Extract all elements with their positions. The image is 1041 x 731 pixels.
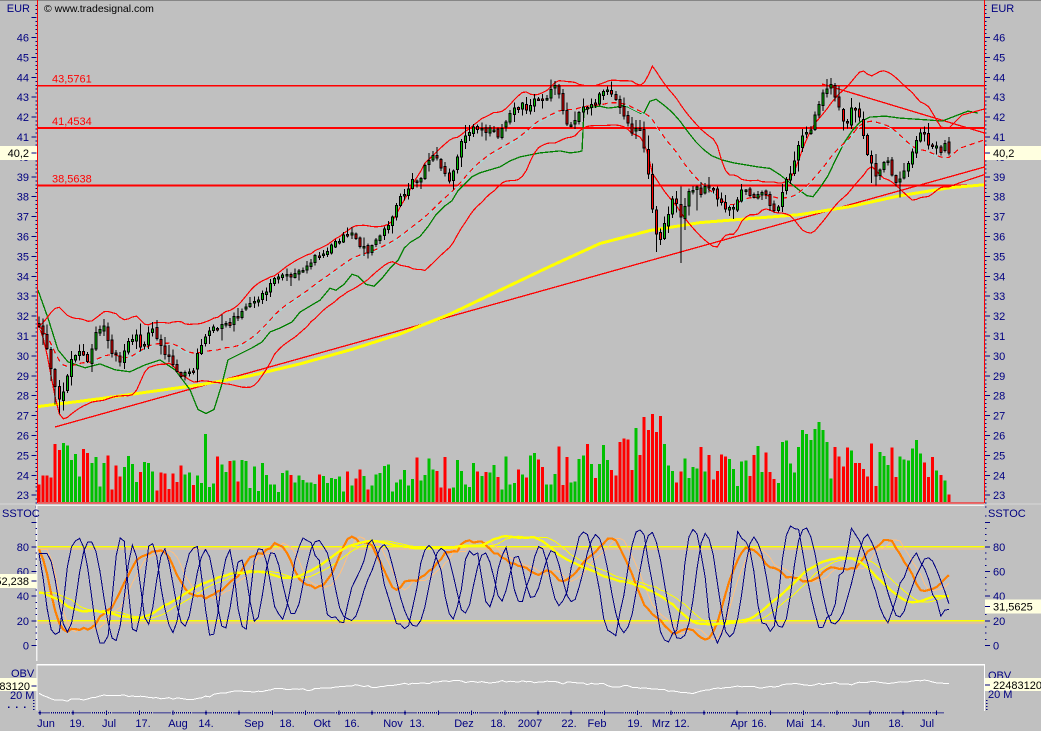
- svg-text:38,5638: 38,5638: [52, 174, 92, 186]
- svg-text:16.: 16.: [344, 718, 359, 730]
- svg-text:19.: 19.: [627, 718, 642, 730]
- svg-text:44: 44: [993, 72, 1005, 84]
- svg-text:29: 29: [993, 371, 1005, 383]
- svg-text:41,4534: 41,4534: [52, 116, 92, 128]
- svg-text:41: 41: [993, 132, 1005, 144]
- svg-text:30: 30: [993, 351, 1005, 363]
- svg-text:-22483120: -22483120: [0, 681, 30, 693]
- svg-text:46: 46: [17, 33, 29, 45]
- svg-text:43: 43: [993, 92, 1005, 104]
- svg-text:26: 26: [17, 431, 29, 443]
- svg-text:43,5761: 43,5761: [52, 74, 92, 86]
- svg-text:39: 39: [17, 172, 29, 184]
- svg-text:33: 33: [17, 291, 29, 303]
- svg-text:42: 42: [17, 112, 29, 124]
- svg-text:26: 26: [993, 431, 1005, 443]
- svg-text:Dez: Dez: [454, 718, 474, 730]
- svg-text:Jun: Jun: [37, 718, 55, 730]
- svg-text:Okt: Okt: [313, 718, 330, 730]
- svg-text:SSTOC: SSTOC: [2, 508, 40, 520]
- svg-text:80: 80: [17, 542, 29, 554]
- svg-text:22483120: 22483120: [993, 680, 1041, 692]
- svg-text:18.: 18.: [279, 718, 294, 730]
- svg-text:28: 28: [993, 391, 1005, 403]
- svg-text:34: 34: [993, 271, 1005, 283]
- svg-text:40: 40: [17, 591, 29, 603]
- svg-text:Jun: Jun: [852, 718, 870, 730]
- svg-text:EUR: EUR: [991, 3, 1014, 15]
- svg-text:40,2: 40,2: [8, 148, 29, 160]
- svg-text:12.: 12.: [674, 718, 689, 730]
- svg-text:31,5625: 31,5625: [993, 602, 1033, 614]
- svg-text:38: 38: [17, 192, 29, 204]
- svg-text:Apr: Apr: [730, 718, 747, 730]
- svg-text:36: 36: [17, 232, 29, 244]
- svg-text:45: 45: [17, 52, 29, 64]
- svg-text:Jul: Jul: [920, 718, 934, 730]
- svg-text:40,2: 40,2: [993, 148, 1014, 160]
- svg-text:18.: 18.: [490, 718, 505, 730]
- svg-text:80: 80: [993, 542, 1005, 554]
- svg-text:Aug: Aug: [168, 718, 188, 730]
- svg-text:29: 29: [17, 371, 29, 383]
- svg-text:17.: 17.: [135, 718, 150, 730]
- svg-text:32: 32: [17, 311, 29, 323]
- svg-text:20: 20: [993, 616, 1005, 628]
- svg-text:33: 33: [993, 291, 1005, 303]
- svg-text:35: 35: [17, 251, 29, 263]
- svg-text:44: 44: [17, 72, 29, 84]
- svg-text:14.: 14.: [810, 718, 825, 730]
- svg-text:45: 45: [993, 52, 1005, 64]
- svg-text:16.: 16.: [751, 718, 766, 730]
- svg-text:0: 0: [993, 641, 999, 653]
- svg-text:27: 27: [993, 411, 1005, 423]
- svg-text:22.: 22.: [561, 718, 576, 730]
- svg-text:23: 23: [993, 490, 1005, 502]
- svg-text:38: 38: [993, 192, 1005, 204]
- svg-text:23: 23: [17, 490, 29, 502]
- svg-text:14.: 14.: [198, 718, 213, 730]
- svg-text:24: 24: [993, 470, 1005, 482]
- svg-text:31: 31: [17, 331, 29, 343]
- svg-text:0: 0: [23, 641, 29, 653]
- svg-text:37: 37: [17, 212, 29, 224]
- svg-text:27: 27: [17, 411, 29, 423]
- svg-text:31: 31: [993, 331, 1005, 343]
- svg-text:60: 60: [993, 567, 1005, 579]
- svg-text:39: 39: [993, 172, 1005, 184]
- svg-text:18.: 18.: [888, 718, 903, 730]
- svg-text:Sep: Sep: [244, 718, 264, 730]
- svg-text:42: 42: [993, 112, 1005, 124]
- svg-text:32: 32: [993, 311, 1005, 323]
- svg-text:46: 46: [993, 33, 1005, 45]
- svg-text:24: 24: [17, 470, 29, 482]
- svg-text:36: 36: [993, 232, 1005, 244]
- svg-text:20 M: 20 M: [988, 689, 1012, 701]
- svg-text:34: 34: [17, 271, 29, 283]
- svg-text:20 M: 20 M: [10, 690, 34, 702]
- svg-text:Jul: Jul: [102, 718, 116, 730]
- svg-text:EUR: EUR: [7, 3, 30, 15]
- svg-text:52,238: 52,238: [0, 576, 29, 588]
- svg-text:25: 25: [17, 450, 29, 462]
- svg-text:SSTOC: SSTOC: [988, 508, 1026, 520]
- svg-text:28: 28: [17, 391, 29, 403]
- svg-text:13.: 13.: [409, 718, 424, 730]
- svg-text:© www.tradesignal.com: © www.tradesignal.com: [44, 3, 154, 15]
- svg-text:37: 37: [993, 212, 1005, 224]
- svg-text:35: 35: [993, 251, 1005, 263]
- svg-text:41: 41: [17, 132, 29, 144]
- svg-text:Nov: Nov: [383, 718, 403, 730]
- svg-text:19.: 19.: [69, 718, 84, 730]
- svg-text:25: 25: [993, 450, 1005, 462]
- svg-text:Mai: Mai: [786, 718, 804, 730]
- svg-text:Mrz: Mrz: [652, 718, 670, 730]
- svg-text:43: 43: [17, 92, 29, 104]
- svg-text:30: 30: [17, 351, 29, 363]
- svg-text:20: 20: [17, 616, 29, 628]
- svg-text:OBV: OBV: [11, 668, 35, 680]
- svg-text:2007: 2007: [518, 718, 542, 730]
- svg-text:Feb: Feb: [588, 718, 607, 730]
